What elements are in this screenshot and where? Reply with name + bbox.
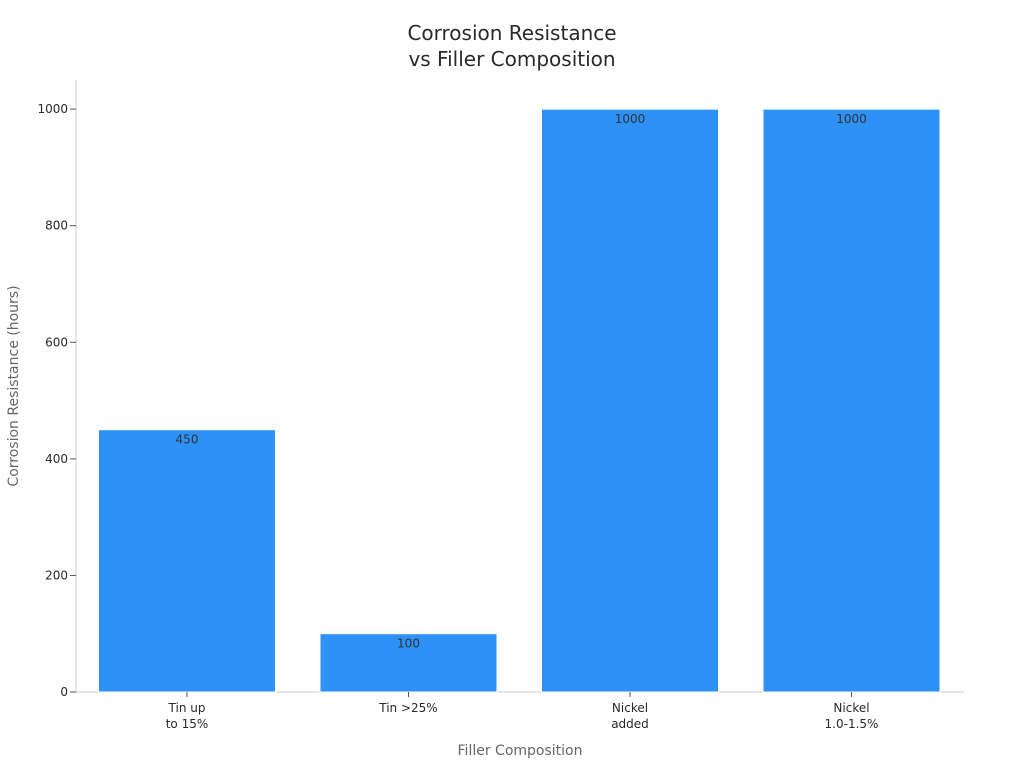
- x-tick-label: Nickel: [833, 701, 869, 715]
- bar-data-label: 1000: [836, 112, 867, 126]
- bar: [319, 633, 498, 693]
- y-tick-label: 0: [60, 685, 68, 699]
- x-tick-label: 1.0-1.5%: [825, 717, 879, 731]
- bar: [762, 108, 941, 693]
- x-axis-title: Filler Composition: [458, 743, 583, 759]
- y-tick-label: 400: [45, 452, 68, 466]
- bar-data-label: 450: [176, 433, 199, 447]
- y-tick-label: 800: [45, 219, 68, 233]
- y-tick-label: 600: [45, 335, 68, 349]
- bar-data-label: 1000: [615, 112, 646, 126]
- chart-title-line-2: vs Filler Composition: [408, 47, 615, 71]
- bar: [98, 429, 276, 693]
- x-tick-label: added: [611, 717, 649, 731]
- bars-group: 450 100 1000 1000: [98, 108, 941, 693]
- x-tick-label: Tin >25%: [378, 701, 437, 715]
- x-tick-label: to 15%: [166, 717, 209, 731]
- y-tick-label: 200: [45, 568, 68, 582]
- x-tick-label: Nickel: [612, 701, 648, 715]
- bar-data-label: 100: [397, 637, 420, 651]
- chart-title: Corrosion Resistance vs Filler Compositi…: [407, 21, 616, 71]
- y-axis-ticks: 0 200 400 600 800 1000: [37, 102, 76, 699]
- y-tick-label: 1000: [37, 102, 68, 116]
- chart-title-line-1: Corrosion Resistance: [407, 21, 616, 45]
- bar: [541, 108, 719, 693]
- x-tick-label: Tin up: [168, 701, 206, 715]
- x-axis-ticks: Tin up to 15% Tin >25% Nickel added Nickel 1.0…: [166, 692, 879, 731]
- y-axis-title: Corrosion Resistance (hours): [6, 285, 22, 486]
